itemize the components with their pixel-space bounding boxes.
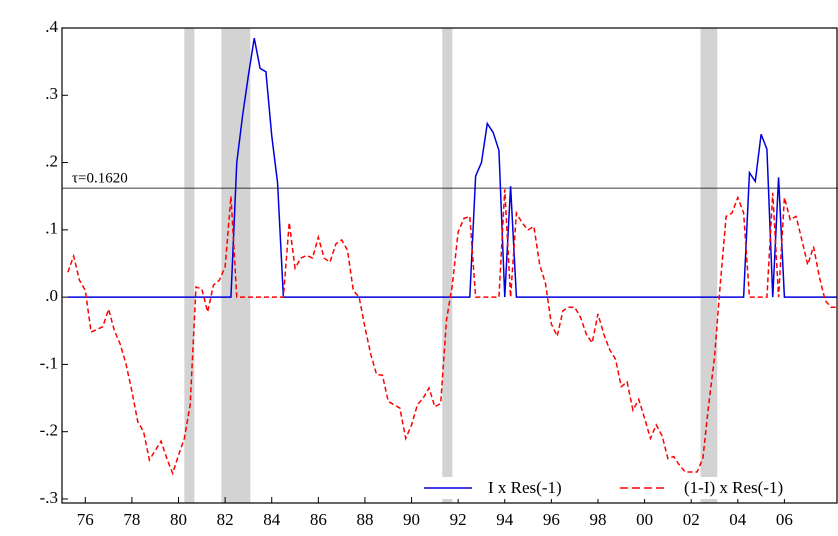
x-tick-label: 80 (170, 510, 187, 529)
y-tick-label: -.3 (40, 488, 58, 507)
shaded-period (184, 28, 195, 503)
x-tick-label: 96 (543, 510, 560, 529)
x-tick-label: 78 (123, 510, 140, 529)
y-tick-label: .3 (45, 84, 58, 103)
shaded-period (221, 28, 251, 503)
x-tick-label: 86 (310, 510, 327, 529)
shaded-period (700, 28, 718, 503)
x-tick-label: 76 (77, 510, 94, 529)
x-tick-label: 94 (496, 510, 514, 529)
y-tick-label: -.1 (40, 353, 58, 372)
plot-frame (61, 27, 838, 504)
x-tick-label: 06 (776, 510, 793, 529)
x-tick-label: 98 (589, 510, 606, 529)
legend-label: I x Res(-1) (488, 478, 562, 497)
y-tick-label: -.2 (40, 421, 58, 440)
x-tick-label: 84 (263, 510, 281, 529)
y-tick-label: .1 (45, 219, 58, 238)
y-tick-label: .2 (45, 151, 58, 170)
x-tick-label: 82 (217, 510, 234, 529)
x-tick-label: 88 (356, 510, 373, 529)
shaded-period (442, 28, 453, 503)
threshold-label: τ=0.1620 (72, 171, 128, 187)
x-tick-label: 90 (403, 510, 420, 529)
series-line (67, 189, 837, 476)
x-tick-label: 02 (683, 510, 700, 529)
y-tick-label: .0 (45, 286, 58, 305)
x-tick-label: 00 (636, 510, 653, 529)
legend-label: (1-I) x Res(-1) (684, 478, 783, 497)
series-line (67, 37, 837, 298)
x-tick-label: 04 (729, 510, 747, 529)
x-tick-label: 92 (450, 510, 467, 529)
y-tick-label: .4 (45, 17, 58, 36)
